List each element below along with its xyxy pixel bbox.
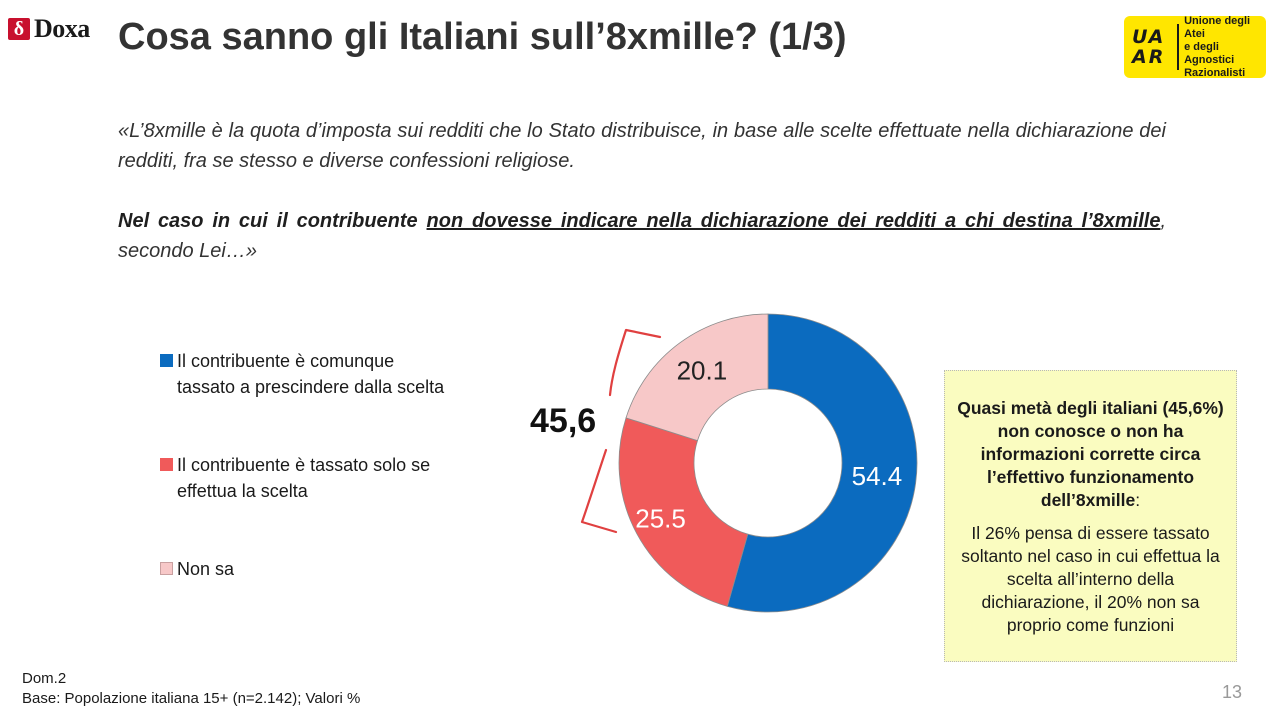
legend-item-tassato-se-sceglie: Il contribuente è tassato solo se effett…: [160, 452, 490, 504]
question-text: «L’8xmille è la quota d’imposta sui redd…: [118, 116, 1166, 266]
donut-slice-label-2: 25.5: [635, 504, 686, 534]
footer-question-ref: Dom.2: [22, 670, 67, 687]
info-box: Quasi metà degli italiani (45,6%) non co…: [944, 370, 1237, 662]
info-headline-suffix: :: [1135, 490, 1141, 510]
legend-label: Non sa: [160, 556, 490, 582]
legend-swatch: [160, 562, 173, 575]
legend-swatch: [160, 354, 173, 367]
donut-slice-label-1: 54.4: [852, 461, 903, 491]
legend-swatch: [160, 458, 173, 471]
donut-slices: [618, 313, 918, 613]
legend-label-line: effettua la scelta: [177, 481, 308, 501]
uaar-logo-divider: [1177, 24, 1180, 70]
donut-chart: 54.4 25.5 20.1: [580, 313, 918, 613]
question-underlined: non dovesse indicare nella dichiarazione…: [426, 210, 1161, 232]
uaar-logo-text: Unione degli Atei e degli Agnostici Razi…: [1184, 15, 1266, 80]
uaar-logo-line: Razionalisti: [1184, 66, 1246, 79]
legend-label: Il contribuente è comunque tassato a pre…: [160, 348, 490, 400]
donut-slice-labels: 54.4 25.5 20.1: [635, 355, 902, 533]
question-sentence: Nel caso in cui il contribuente non dove…: [118, 206, 1166, 266]
donut-slice-2: [618, 417, 749, 607]
legend-label-line: Il contribuente è comunque: [177, 351, 395, 371]
uaar-logo-line: e degli Agnostici: [1184, 40, 1235, 66]
legend-label-line: Il contribuente è tassato solo se: [177, 455, 431, 475]
doxa-logo-text: Doxa: [34, 14, 90, 43]
legend-label-line: tassato a prescindere dalla scelta: [177, 377, 445, 397]
info-body: Il 26% pensa di essere tassato soltanto …: [961, 523, 1220, 635]
footer-sample-base: Base: Popolazione italiana 15+ (n=2.142)…: [22, 690, 361, 707]
donut-slice-label-3: 20.1: [677, 355, 728, 385]
doxa-logo-mark: δ: [8, 18, 30, 40]
bracket-line: [580, 328, 662, 534]
donut-slice-1: [726, 313, 918, 613]
question-tail: , secondo Lei…»: [118, 210, 1167, 262]
legend-label: Il contribuente è tassato solo se effett…: [160, 452, 490, 504]
uaar-logo-line: Unione degli Atei: [1184, 14, 1251, 40]
uaar-logo-mark: UA AR: [1132, 26, 1166, 68]
page-number: 13: [1222, 682, 1243, 702]
doxa-logo: δ Doxa: [8, 14, 104, 44]
definition-text: «L’8xmille è la quota d’imposta sui redd…: [118, 120, 1166, 172]
question-bold: Nel caso in cui il contribuente: [118, 210, 418, 232]
slide-title: Cosa sanno gli Italiani sull’8xmille? (1…: [118, 16, 847, 58]
legend-label-line: Non sa: [177, 559, 235, 579]
legend-item-non-sa: Non sa: [160, 556, 490, 582]
donut-slice-3: [625, 313, 769, 442]
legend-item-tassato-comunque: Il contribuente è comunque tassato a pre…: [160, 348, 490, 400]
uaar-logo: UA AR Unione degli Atei e degli Agnostic…: [1124, 15, 1266, 80]
info-headline-text: Quasi metà degli italiani (45,6%) non co…: [957, 398, 1224, 510]
bracket-total-label: 45,6: [530, 402, 597, 440]
info-headline: Quasi metà degli italiani (45,6%) non co…: [953, 397, 1228, 512]
